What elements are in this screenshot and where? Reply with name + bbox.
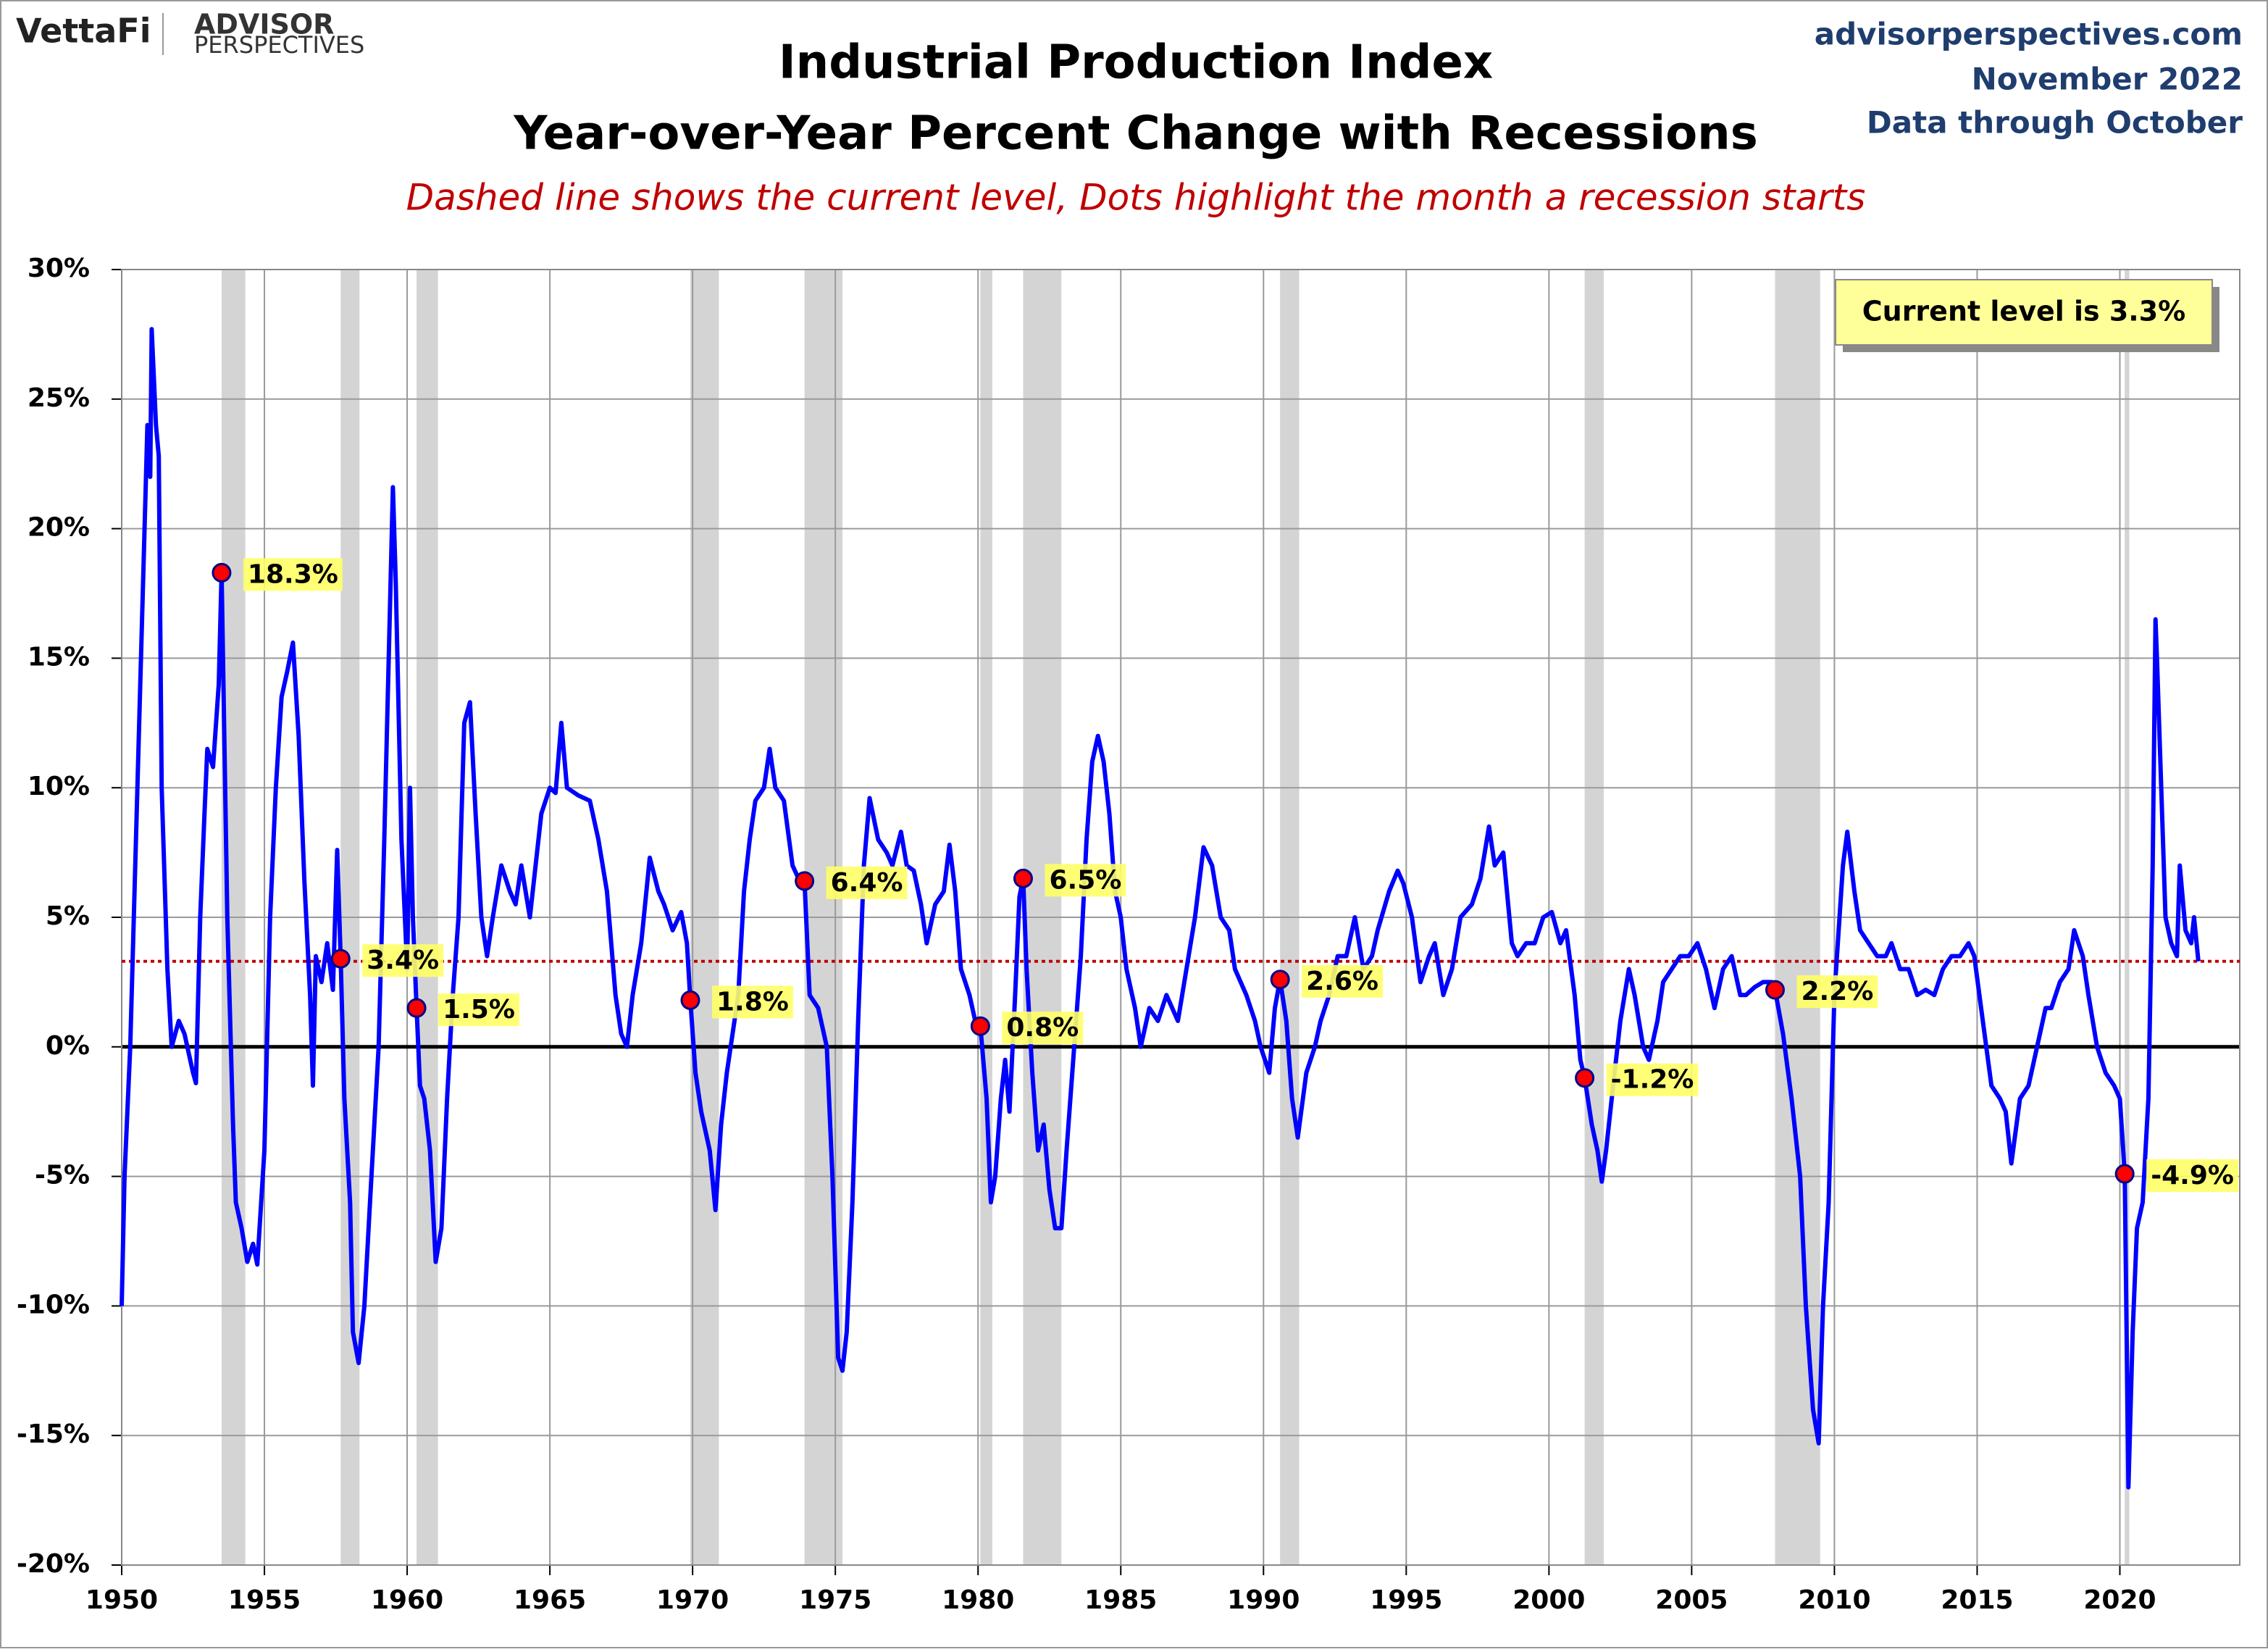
value-label: -1.2%: [1611, 1065, 1694, 1095]
chart-subtitle: Dashed line shows the current level, Dot…: [406, 177, 1866, 219]
source: advisorperspectives.com: [1815, 17, 2243, 52]
value-label: 1.8%: [716, 987, 789, 1017]
annotation: Current level is 3.3%: [1862, 296, 2186, 328]
x-tick-label: 1985: [1084, 1585, 1157, 1615]
recession-start-dot: [2114, 1164, 2135, 1184]
value-label: 0.8%: [1006, 1013, 1079, 1043]
value-label: -4.9%: [2151, 1161, 2234, 1190]
value-label: 2.2%: [1801, 977, 1873, 1006]
y-tick-label: -10%: [17, 1290, 90, 1319]
plot-layer: [121, 269, 2240, 1566]
chart-title-line2: Year-over-Year Percent Change with Reces…: [513, 107, 1758, 161]
recession-start-dot: [795, 871, 815, 891]
recession-start-dot: [1575, 1068, 1595, 1088]
value-label: 3.4%: [367, 946, 439, 975]
y-tick-label: 25%: [28, 383, 90, 413]
x-tick-label: 1980: [942, 1585, 1014, 1615]
logo-left: VettaFi: [16, 12, 151, 51]
x-tick-label: 2020: [2083, 1585, 2156, 1615]
chart-title: Industrial Production Index: [779, 36, 1493, 90]
value-label: 2.6%: [1306, 967, 1378, 996]
annotation-box: [1835, 279, 2213, 346]
logo-right-top: ADVISOR: [194, 9, 334, 41]
y-tick-label: 5%: [46, 901, 90, 931]
recession-start-dot: [970, 1016, 990, 1036]
y-tick-label: -20%: [17, 1549, 90, 1579]
recession-start-dot: [680, 990, 700, 1010]
x-tick-label: 2015: [1941, 1585, 2013, 1615]
value-label: 18.3%: [248, 559, 338, 589]
value-label-bg: [362, 944, 444, 977]
x-tick-label: 1950: [85, 1585, 158, 1615]
x-tick-label: 1955: [228, 1585, 301, 1615]
x-tick-label: 2010: [1798, 1585, 1870, 1615]
publish-date: November 2022: [1972, 62, 2243, 97]
value-label-bg: [711, 985, 793, 1019]
recession-start-dot: [1013, 868, 1033, 888]
value-label-bg: [438, 993, 519, 1027]
y-tick-label: -15%: [17, 1419, 90, 1449]
y-tick-label: 20%: [28, 513, 90, 543]
x-tick-label: 2005: [1655, 1585, 1728, 1615]
x-tick-label: 2000: [1512, 1585, 1585, 1615]
value-label: 6.5%: [1049, 865, 1121, 895]
y-tick-label: 30%: [28, 254, 90, 283]
value-label: 1.5%: [443, 995, 515, 1025]
y-tick-label: 0%: [46, 1031, 90, 1061]
plot-frame: [121, 269, 2240, 1566]
y-tick-label: 15%: [28, 642, 90, 672]
recession-start-dot: [330, 948, 351, 969]
logo-right-bottom: PERSPECTIVES: [194, 31, 364, 59]
x-tick-label: 1960: [371, 1585, 443, 1615]
y-tick-label: -5%: [35, 1161, 90, 1190]
series-line: [120, 327, 2201, 1490]
value-label: 6.4%: [831, 868, 903, 898]
x-tick-label: 1970: [656, 1585, 729, 1615]
x-tick-label: 1990: [1227, 1585, 1300, 1615]
x-tick-label: 1975: [799, 1585, 871, 1615]
value-label-bg: [1045, 864, 1126, 897]
recession-start-dot: [1765, 980, 1785, 1000]
recession-start-dot: [1270, 969, 1290, 990]
value-label-bg: [2146, 1159, 2238, 1193]
x-tick-label: 1995: [1370, 1585, 1442, 1615]
data-note: Data through October: [1867, 105, 2243, 141]
recession-start-dot: [406, 998, 427, 1018]
value-label-bg: [243, 558, 343, 591]
recession-start-dot: [212, 562, 232, 583]
x-tick-label: 1965: [514, 1585, 586, 1615]
value-label-bg: [1796, 975, 1878, 1009]
value-label-bg: [1302, 964, 1383, 998]
value-label-bg: [1606, 1063, 1699, 1096]
y-tick-label: 10%: [28, 772, 90, 801]
value-label-bg: [1002, 1011, 1084, 1045]
value-label-bg: [826, 866, 908, 899]
